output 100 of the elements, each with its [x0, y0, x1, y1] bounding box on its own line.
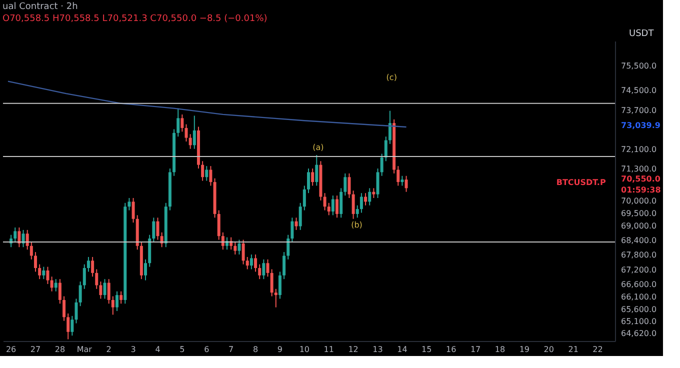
x-tick-label: 20 — [544, 345, 554, 354]
candlestick — [302, 185, 306, 211]
x-tick-label: 12 — [348, 345, 358, 354]
candlestick — [128, 198, 131, 211]
candlestick — [340, 188, 343, 218]
candlestick — [336, 195, 339, 218]
x-tick-label: 28 — [54, 345, 66, 354]
y-tick-label: 71,300.0 — [621, 164, 657, 174]
y-tick-label: 73,700.0 — [621, 106, 657, 115]
candlestick — [144, 258, 148, 281]
y-tick-label: 67,800.0 — [621, 250, 657, 260]
x-tick-label: 15 — [422, 345, 432, 354]
y-tick-label: 66,600.0 — [621, 280, 657, 290]
x-tick-label: 8 — [252, 345, 258, 354]
candlestick — [201, 160, 204, 182]
candlestick — [372, 188, 376, 198]
candlestick — [132, 198, 135, 224]
y-tick-label: 69,500.0 — [621, 208, 657, 218]
candlestick — [246, 256, 249, 270]
candlestick — [184, 124, 188, 142]
candlestick — [306, 168, 310, 194]
candlestick — [270, 268, 274, 297]
candlestick — [82, 264, 86, 290]
annotation: (a) — [312, 142, 324, 152]
x-tick-label: Mar — [76, 345, 93, 354]
candlestick — [315, 154, 318, 186]
candlestick — [180, 114, 184, 132]
candlestick — [278, 271, 282, 300]
candlestick — [115, 290, 118, 312]
candlestick — [234, 242, 237, 256]
x-tick-label: 16 — [446, 345, 456, 354]
candlestick — [42, 266, 46, 280]
candlestick — [254, 254, 258, 272]
candlestick — [176, 108, 180, 138]
candlestick — [286, 234, 290, 260]
candlestick — [242, 239, 245, 265]
candlestick — [86, 256, 90, 272]
annotation: (b) — [351, 220, 362, 230]
candlestick — [70, 315, 74, 336]
candlestick — [111, 296, 114, 316]
candlestick — [18, 226, 21, 248]
candlestick — [384, 136, 388, 162]
x-tick-label: 6 — [204, 345, 210, 354]
candlestick — [205, 166, 208, 182]
candlestick — [22, 229, 25, 248]
candlestick — [356, 204, 359, 218]
candlestick — [54, 278, 58, 292]
candlestick — [282, 252, 286, 280]
candlestick — [364, 192, 368, 206]
text: 01:59:38 — [621, 185, 662, 194]
candlestick — [331, 195, 334, 216]
candlestick — [368, 188, 372, 206]
candlestick — [327, 202, 330, 216]
candlestick — [380, 153, 384, 176]
y-tick-label: 65,100.0 — [621, 317, 657, 326]
candlestick — [78, 281, 82, 307]
x-tick-label: 2 — [106, 345, 112, 354]
candlestick — [99, 281, 102, 300]
x-tick-label: 4 — [155, 345, 160, 354]
candlestick — [323, 192, 326, 211]
y-tick-label: 66,100.0 — [621, 292, 657, 302]
y-tick-label: 64,620.0 — [621, 328, 657, 338]
candlestick — [209, 166, 212, 186]
candlestick — [404, 175, 408, 192]
x-tick-label: 7 — [228, 345, 234, 354]
candlestick — [238, 239, 241, 256]
x-tick-label: 19 — [519, 345, 530, 354]
x-tick-label: 18 — [494, 345, 506, 354]
y-tick-label: 65,600.0 — [621, 304, 657, 314]
x-tick-label: 17 — [470, 345, 481, 354]
candlestick — [46, 266, 50, 284]
x-tick-label: 3 — [130, 345, 136, 354]
candlestick — [58, 278, 62, 304]
candlestick — [388, 110, 392, 144]
chart-title: ual Contract · 2h — [2, 2, 78, 12]
y-tick-label: 72,100.0 — [621, 145, 657, 154]
text: 73,039.9 — [621, 120, 661, 130]
candlestick — [103, 278, 106, 300]
x-tick-label: 22 — [592, 345, 603, 354]
candlestick — [14, 226, 17, 243]
candlestick — [74, 298, 78, 324]
candlestick — [294, 217, 298, 230]
candlestick — [344, 172, 347, 196]
candlestick — [91, 256, 94, 278]
x-tick-label: 27 — [30, 345, 41, 354]
candlestick — [66, 312, 70, 340]
y-tick-label: 69,000.0 — [621, 221, 657, 230]
x-tick-label: 14 — [397, 345, 408, 354]
candlestick — [192, 115, 196, 150]
candlestick — [262, 258, 266, 280]
text: 70,550.0 — [621, 174, 661, 184]
candlestick — [290, 217, 294, 243]
y-tick-label: 70,000.0 — [621, 196, 657, 206]
y-axis-title: USDT — [629, 29, 654, 39]
x-tick-label: 13 — [372, 345, 383, 354]
candlestick — [396, 166, 400, 186]
candlestick — [360, 192, 363, 214]
annotation: (c) — [386, 73, 397, 82]
candlestick — [152, 217, 156, 243]
candlestick — [34, 252, 38, 272]
